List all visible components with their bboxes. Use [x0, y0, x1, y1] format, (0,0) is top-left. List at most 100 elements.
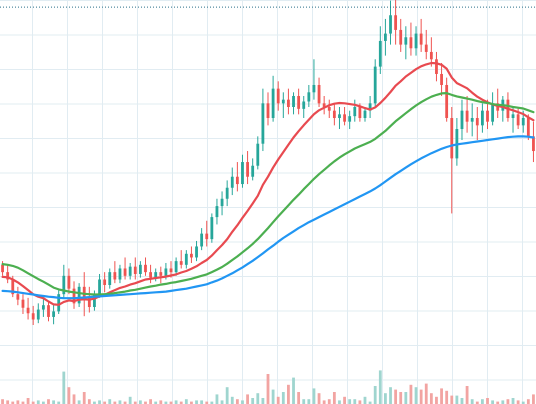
- candle-body: [11, 279, 15, 295]
- candle-body: [195, 246, 198, 258]
- candle-body: [419, 33, 423, 45]
- volume-bar: [246, 394, 249, 404]
- volume-bar: [123, 401, 127, 404]
- volume-bar: [77, 400, 81, 404]
- volume-bar: [271, 389, 275, 404]
- candle-body: [276, 88, 280, 104]
- candle-body: [200, 233, 204, 247]
- volume-bar: [41, 401, 45, 404]
- volume-bar: [516, 400, 520, 404]
- volume-bar: [343, 396, 346, 404]
- candle-body: [225, 187, 229, 199]
- volume-bar: [31, 401, 35, 404]
- volume-bar: [440, 388, 443, 404]
- candle-body: [118, 268, 122, 280]
- volume-bar: [307, 399, 311, 404]
- volume-bar: [225, 387, 229, 404]
- volume-bar: [338, 400, 341, 404]
- candle-body: [26, 307, 30, 314]
- volume-bar: [200, 400, 204, 404]
- candle-body: [179, 261, 183, 265]
- volume-bar: [82, 392, 86, 404]
- volume-bar: [348, 399, 352, 404]
- volume-bar: [164, 401, 168, 404]
- volume-bar: [327, 399, 331, 404]
- volume-bar: [113, 401, 117, 404]
- volume-bar: [322, 400, 326, 404]
- volume-bar: [159, 400, 163, 404]
- volume-bar: [297, 392, 301, 404]
- volume-bar: [195, 400, 198, 404]
- volume-bar: [399, 392, 403, 404]
- volume-bar: [435, 396, 438, 404]
- candle-body: [480, 110, 484, 126]
- candle-body: [378, 40, 382, 67]
- volume-bar: [1, 399, 4, 404]
- candle-body: [31, 313, 35, 320]
- candle-body: [368, 103, 372, 111]
- candle-body: [363, 110, 367, 119]
- candle-body: [429, 51, 433, 60]
- candle-body: [128, 266, 132, 276]
- volume-bar: [491, 400, 495, 404]
- volume-bar: [373, 386, 377, 404]
- candle-body: [281, 99, 285, 104]
- volume-bar: [251, 398, 255, 404]
- candle-body: [414, 33, 418, 49]
- candle-body: [184, 253, 188, 265]
- volume-bar: [404, 392, 408, 404]
- volume-bar: [138, 400, 142, 404]
- volume-bar: [174, 400, 178, 404]
- volume-bar: [47, 399, 50, 404]
- volume-bars: [1, 370, 535, 404]
- candle-body: [373, 66, 377, 104]
- candle-body: [164, 268, 168, 276]
- candle-body: [358, 106, 362, 119]
- candle-body: [108, 272, 112, 285]
- volume-bar: [480, 399, 484, 404]
- volume-bar: [26, 398, 30, 404]
- volume-bar: [235, 399, 239, 404]
- volume-bar: [419, 389, 423, 404]
- candle-body: [404, 37, 408, 45]
- candle-body: [394, 15, 398, 30]
- moving-average-lines: [1, 61, 535, 306]
- volume-bar: [21, 401, 25, 404]
- candle-body: [399, 29, 403, 45]
- moving-average-line-ma-slow: [1, 135, 535, 300]
- candle-body: [210, 217, 214, 240]
- volume-bar: [169, 401, 173, 404]
- candle-body: [460, 110, 464, 130]
- volume-bar: [276, 396, 280, 404]
- volume-bar: [384, 393, 387, 404]
- candle-body: [98, 279, 101, 295]
- candle-body: [343, 114, 346, 122]
- candle-body: [235, 176, 239, 185]
- volume-bar: [465, 386, 469, 404]
- candle-body: [317, 84, 321, 104]
- candle-body: [475, 118, 479, 126]
- candle-body: [338, 114, 341, 119]
- volume-bar: [358, 400, 362, 404]
- candle-body: [103, 279, 107, 285]
- candle-body: [241, 162, 244, 185]
- candle-body: [52, 311, 56, 317]
- candle-body: [138, 264, 142, 274]
- volume-bar: [241, 400, 244, 404]
- candle-body: [389, 15, 392, 34]
- volume-bar: [52, 400, 56, 404]
- candle-body: [169, 268, 173, 273]
- volume-bar: [190, 401, 193, 404]
- candle-body: [123, 268, 127, 276]
- volume-bar: [414, 387, 418, 404]
- candle-body: [307, 92, 311, 102]
- volume-bar: [394, 389, 398, 404]
- candle-body: [409, 37, 413, 49]
- volume-bar: [455, 395, 459, 404]
- candle-body: [220, 198, 224, 207]
- candle-body: [287, 99, 290, 107]
- volume-bar: [230, 396, 234, 404]
- candle-body: [16, 294, 20, 300]
